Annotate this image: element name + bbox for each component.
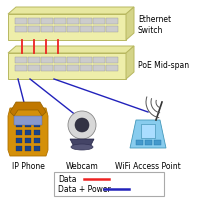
Bar [15, 57, 26, 63]
Bar [93, 18, 105, 24]
Text: WiFi Access Point: WiFi Access Point [115, 162, 181, 171]
Ellipse shape [71, 144, 93, 150]
Bar [16, 138, 22, 143]
Bar [41, 57, 52, 63]
Bar [25, 146, 31, 151]
Bar [15, 18, 26, 24]
Polygon shape [8, 14, 126, 40]
Bar [41, 65, 52, 71]
Polygon shape [8, 46, 134, 53]
Bar [34, 122, 40, 127]
Bar [25, 138, 31, 143]
Bar [54, 26, 65, 32]
Bar [16, 122, 22, 127]
Bar [141, 124, 155, 138]
Polygon shape [10, 102, 46, 116]
Polygon shape [126, 7, 134, 40]
Bar [41, 18, 52, 24]
Polygon shape [8, 108, 48, 156]
Bar [16, 146, 22, 151]
Text: Ethernet
Switch: Ethernet Switch [138, 15, 171, 35]
Bar [67, 57, 78, 63]
Bar [15, 65, 26, 71]
Bar [67, 65, 78, 71]
Bar [54, 57, 65, 63]
Bar [54, 18, 65, 24]
Bar [93, 65, 105, 71]
Circle shape [68, 111, 96, 139]
Text: IP Phone: IP Phone [12, 162, 44, 171]
Text: Webcam: Webcam [66, 162, 98, 171]
Circle shape [75, 118, 89, 132]
Bar [80, 57, 91, 63]
Bar [34, 130, 40, 135]
Text: Data: Data [58, 174, 77, 184]
Bar [28, 26, 39, 32]
Bar [80, 18, 91, 24]
Polygon shape [70, 139, 94, 147]
Bar [28, 65, 39, 71]
Polygon shape [8, 7, 134, 14]
Bar [93, 57, 105, 63]
Text: PoE Mid-span: PoE Mid-span [138, 62, 189, 71]
Bar [28, 57, 39, 63]
Bar [14, 116, 42, 125]
Text: Data + Power: Data + Power [58, 184, 111, 194]
FancyBboxPatch shape [54, 172, 164, 196]
Bar [154, 140, 161, 145]
Bar [106, 57, 118, 63]
Polygon shape [130, 120, 166, 148]
Bar [54, 65, 65, 71]
Bar [25, 130, 31, 135]
Bar [136, 140, 143, 145]
Bar [28, 18, 39, 24]
Bar [34, 138, 40, 143]
Polygon shape [126, 46, 134, 79]
Bar [106, 18, 118, 24]
Bar [145, 140, 152, 145]
Bar [34, 146, 40, 151]
Bar [80, 26, 91, 32]
Bar [80, 65, 91, 71]
Bar [67, 18, 78, 24]
Polygon shape [8, 53, 126, 79]
Bar [67, 26, 78, 32]
Bar [106, 26, 118, 32]
Bar [25, 122, 31, 127]
Bar [15, 26, 26, 32]
Bar [93, 26, 105, 32]
Bar [41, 26, 52, 32]
Bar [106, 65, 118, 71]
Bar [16, 130, 22, 135]
